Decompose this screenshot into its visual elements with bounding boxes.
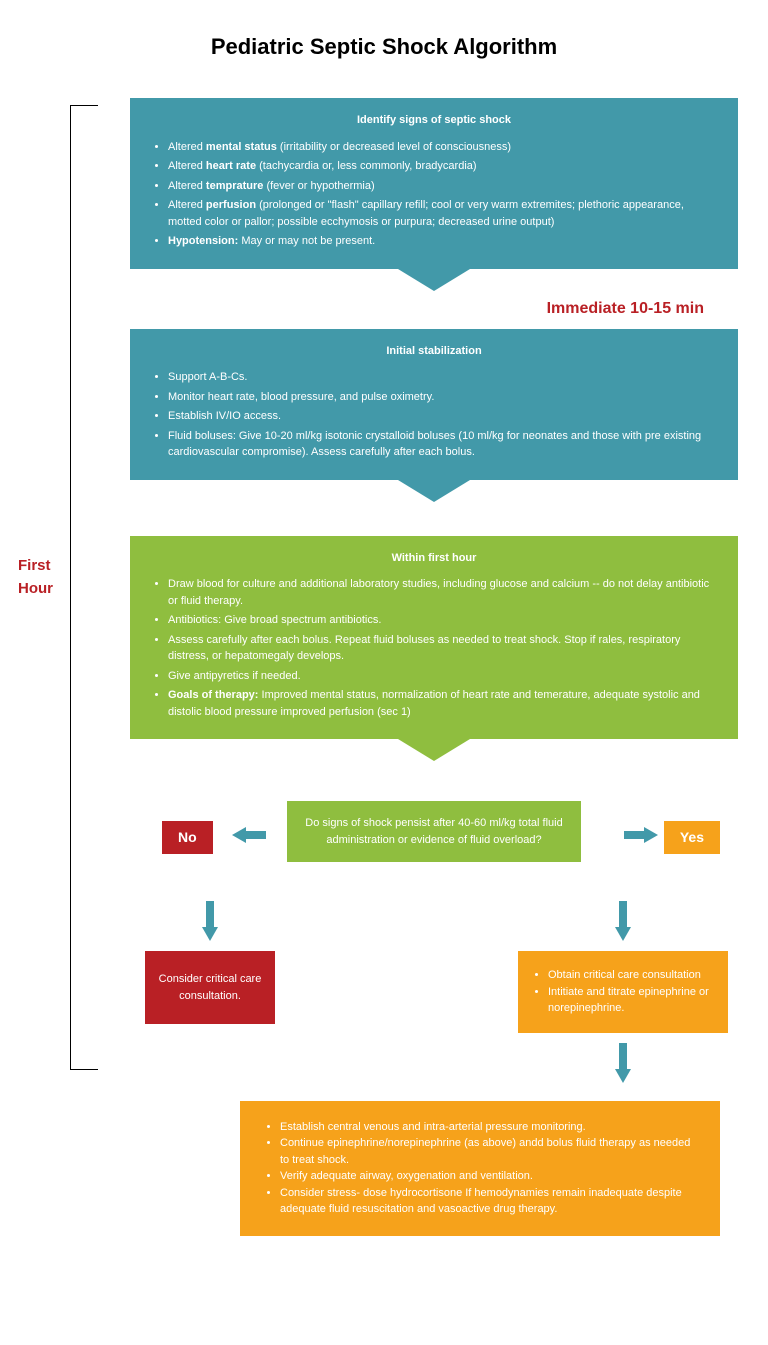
stabilization-box: Initial stabilization Support A-B-Cs.Mon… xyxy=(130,329,738,480)
first-hour-title: Within first hour xyxy=(150,550,718,567)
yes-tag: Yes xyxy=(664,821,720,854)
no-branch: Consider critical care consultation. xyxy=(130,891,290,1024)
arrow-down-icon xyxy=(202,901,218,941)
page-title: Pediatric Septic Shock Algorithm xyxy=(30,30,738,63)
final-box: Establish central venous and intra-arter… xyxy=(240,1101,720,1236)
decision-box: Do signs of shock pensist after 40-60 ml… xyxy=(287,801,581,862)
arrow-right-icon xyxy=(624,827,658,843)
time-label: Immediate 10-15 min xyxy=(130,297,738,321)
identify-title: Identify signs of septic shock xyxy=(150,112,718,129)
first-hour-label: First Hour xyxy=(18,555,78,600)
yes-result-box: Obtain critical care consultationIntitia… xyxy=(518,951,728,1033)
yes-result-list: Obtain critical care consultationIntitia… xyxy=(532,967,714,1017)
arrow-down-icon xyxy=(615,901,631,941)
arrow-down-icon xyxy=(398,480,470,502)
final-list: Establish central venous and intra-arter… xyxy=(262,1119,698,1218)
stabilization-list: Support A-B-Cs.Monitor heart rate, blood… xyxy=(150,369,718,461)
yes-branch: Obtain critical care consultationIntitia… xyxy=(508,891,738,1101)
branch-row: Consider critical care consultation. Obt… xyxy=(130,891,738,1101)
first-hour-box: Within first hour Draw blood for culture… xyxy=(130,536,738,740)
no-tag: No xyxy=(162,821,213,854)
stabilization-title: Initial stabilization xyxy=(150,343,718,360)
first-hour-list: Draw blood for culture and additional la… xyxy=(150,576,718,720)
no-result-box: Consider critical care consultation. xyxy=(145,951,275,1024)
arrow-down-icon xyxy=(398,269,470,291)
decision-row: No Do signs of shock pensist after 40-60… xyxy=(130,801,738,891)
flow-column: Identify signs of septic shock Altered m… xyxy=(130,98,738,1236)
arrow-left-icon xyxy=(232,827,266,843)
first-hour-bracket xyxy=(70,105,98,1070)
arrow-down-icon xyxy=(398,739,470,761)
identify-box: Identify signs of septic shock Altered m… xyxy=(130,98,738,269)
arrow-down-icon xyxy=(615,1043,631,1091)
identify-list: Altered mental status (irritability or d… xyxy=(150,139,718,250)
